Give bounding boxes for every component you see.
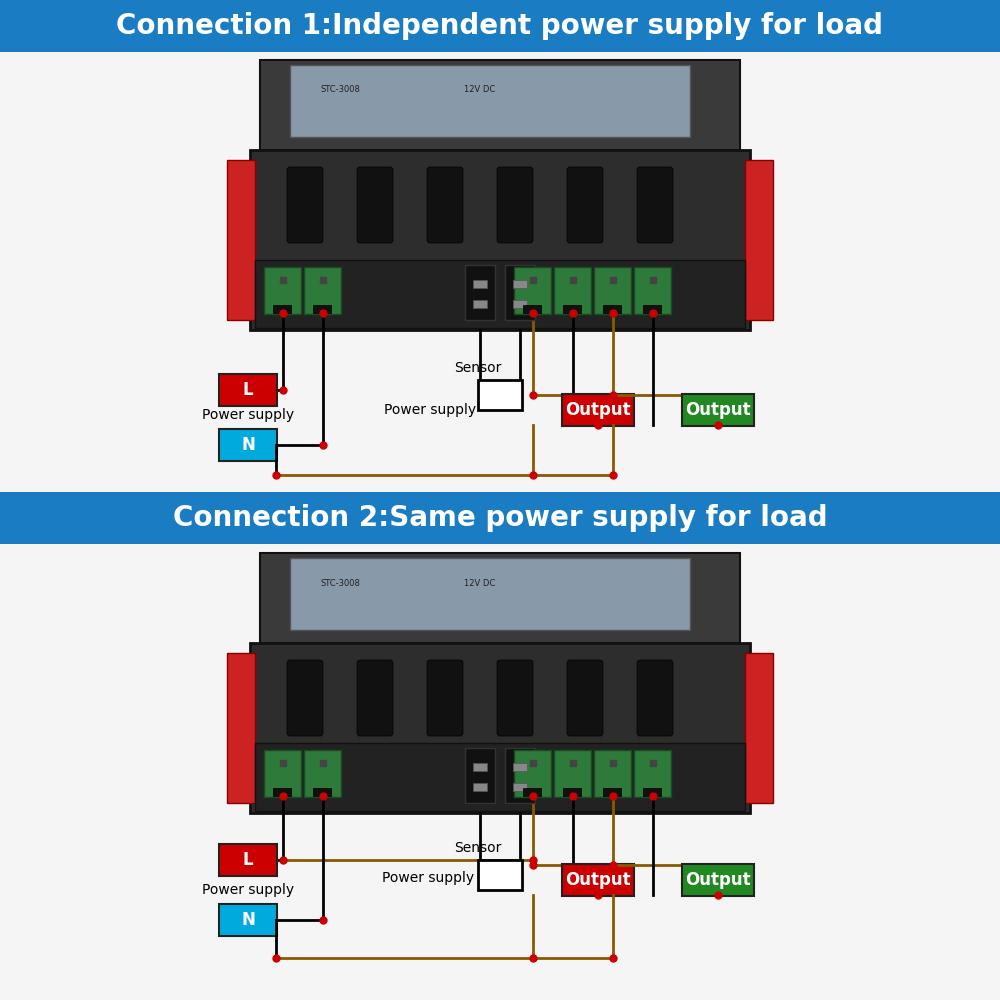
Bar <box>313 305 331 313</box>
Bar <box>513 763 527 771</box>
FancyBboxPatch shape <box>594 750 631 797</box>
Text: STC-3008: STC-3008 <box>320 578 360 587</box>
Bar <box>563 788 581 796</box>
FancyBboxPatch shape <box>219 374 277 406</box>
Bar <box>478 380 522 410</box>
Bar <box>273 305 291 313</box>
FancyBboxPatch shape <box>497 167 533 243</box>
Bar <box>603 788 621 796</box>
Text: 12V DC: 12V DC <box>464 578 496 587</box>
Text: Connection 2:Same power supply for load: Connection 2:Same power supply for load <box>173 504 827 532</box>
Bar <box>563 305 581 313</box>
Bar <box>255 743 745 811</box>
FancyBboxPatch shape <box>514 267 551 314</box>
FancyBboxPatch shape <box>427 660 463 736</box>
FancyBboxPatch shape <box>562 394 634 426</box>
Text: Power supply: Power supply <box>382 871 474 885</box>
Text: Sensor: Sensor <box>454 361 502 375</box>
Bar <box>745 653 773 803</box>
FancyBboxPatch shape <box>219 904 277 936</box>
Bar <box>0 492 1000 544</box>
Text: Power supply: Power supply <box>384 403 476 417</box>
Text: Power supply: Power supply <box>202 883 294 897</box>
Bar <box>250 150 750 330</box>
Text: L: L <box>243 381 253 399</box>
FancyBboxPatch shape <box>562 864 634 896</box>
Bar <box>478 860 522 890</box>
Text: Output: Output <box>685 871 751 889</box>
FancyBboxPatch shape <box>634 267 671 314</box>
Bar <box>505 265 535 320</box>
FancyBboxPatch shape <box>264 267 301 314</box>
Bar <box>523 305 541 313</box>
FancyBboxPatch shape <box>497 660 533 736</box>
FancyBboxPatch shape <box>427 167 463 243</box>
FancyBboxPatch shape <box>357 167 393 243</box>
FancyBboxPatch shape <box>219 429 277 461</box>
FancyBboxPatch shape <box>554 267 591 314</box>
FancyBboxPatch shape <box>554 750 591 797</box>
FancyBboxPatch shape <box>637 660 673 736</box>
Text: STC-3008: STC-3008 <box>320 86 360 95</box>
Bar <box>260 553 740 643</box>
Text: Output: Output <box>685 401 751 419</box>
FancyBboxPatch shape <box>594 267 631 314</box>
Bar <box>643 788 661 796</box>
Text: N: N <box>241 436 255 454</box>
Bar <box>473 763 487 771</box>
Bar <box>473 280 487 288</box>
Bar <box>255 260 745 328</box>
FancyBboxPatch shape <box>567 167 603 243</box>
Bar <box>313 788 331 796</box>
FancyBboxPatch shape <box>304 267 341 314</box>
FancyBboxPatch shape <box>219 844 277 876</box>
Text: Sensor: Sensor <box>454 841 502 855</box>
FancyBboxPatch shape <box>304 750 341 797</box>
FancyBboxPatch shape <box>287 167 323 243</box>
Bar <box>465 748 495 803</box>
Bar <box>273 788 291 796</box>
FancyBboxPatch shape <box>287 660 323 736</box>
Bar <box>290 558 690 630</box>
FancyBboxPatch shape <box>514 750 551 797</box>
Bar <box>513 783 527 791</box>
Bar <box>465 265 495 320</box>
Bar <box>473 783 487 791</box>
Text: Connection 1:Independent power supply for load: Connection 1:Independent power supply fo… <box>116 12 884 40</box>
Bar <box>505 748 535 803</box>
Bar <box>227 160 255 320</box>
Bar <box>227 653 255 803</box>
Bar <box>473 300 487 308</box>
Bar <box>745 160 773 320</box>
FancyBboxPatch shape <box>634 750 671 797</box>
Bar <box>513 300 527 308</box>
Text: 12V DC: 12V DC <box>464 86 496 95</box>
Bar <box>523 788 541 796</box>
Text: Output: Output <box>565 401 631 419</box>
Bar <box>260 60 740 150</box>
FancyBboxPatch shape <box>682 864 754 896</box>
FancyBboxPatch shape <box>682 394 754 426</box>
Bar <box>250 643 750 813</box>
FancyBboxPatch shape <box>637 167 673 243</box>
Bar <box>0 0 1000 52</box>
Text: Power supply: Power supply <box>202 408 294 422</box>
Bar <box>643 305 661 313</box>
Bar <box>290 65 690 137</box>
Bar <box>603 305 621 313</box>
FancyBboxPatch shape <box>357 660 393 736</box>
Text: Output: Output <box>565 871 631 889</box>
Bar <box>513 280 527 288</box>
Text: L: L <box>243 851 253 869</box>
FancyBboxPatch shape <box>264 750 301 797</box>
FancyBboxPatch shape <box>567 660 603 736</box>
Text: N: N <box>241 911 255 929</box>
